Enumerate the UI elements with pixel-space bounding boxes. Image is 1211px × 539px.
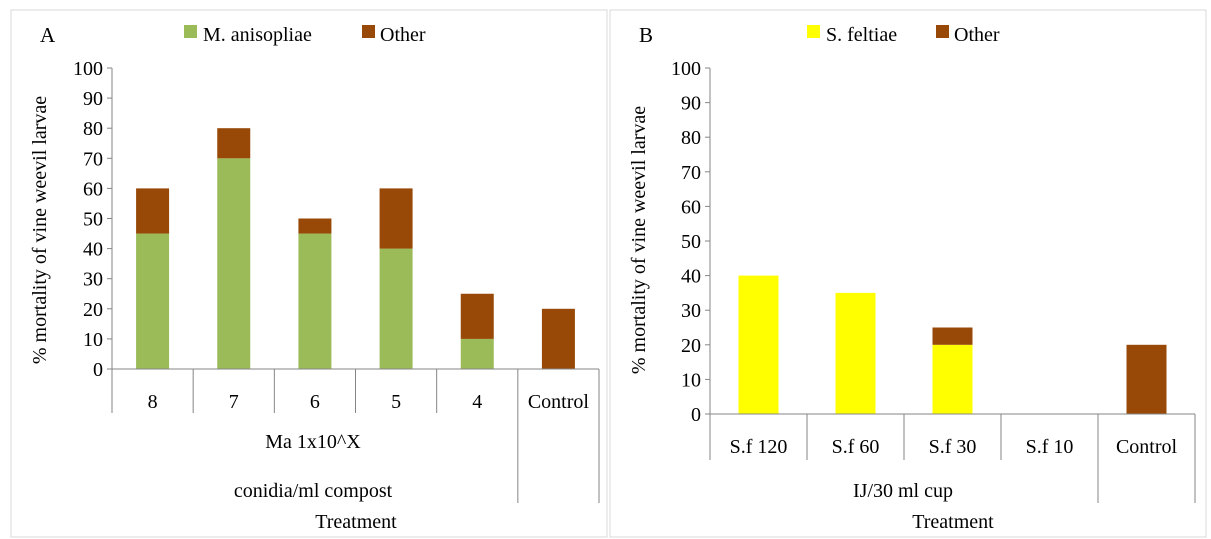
panel-b-bar-s-feltiae-s-f-60 bbox=[835, 292, 876, 414]
panel-a-category-label-control: Control bbox=[528, 391, 590, 413]
panel-b-bar-s-feltiae-s-f-120 bbox=[738, 275, 779, 414]
panel-a-y-tick-label-10: 10 bbox=[83, 329, 103, 351]
panel-a-bar-m-anisopliae-4 bbox=[460, 338, 494, 369]
panel-a-y-tick-label-30: 30 bbox=[83, 269, 103, 291]
panel-a-bar-other-4 bbox=[460, 293, 494, 339]
panel-b-bar-other-s-f-30 bbox=[932, 327, 973, 345]
panel-a-bar-m-anisopliae-8 bbox=[136, 233, 170, 369]
panel-b-bar-s-feltiae-s-f-30 bbox=[932, 344, 973, 414]
panel-a-bar-other-control bbox=[541, 308, 575, 369]
panel-a-group-label-1: Ma 1x10^X bbox=[265, 431, 361, 453]
panel-b-y-tick-label-40: 40 bbox=[681, 266, 701, 288]
panel-a-border bbox=[10, 9, 608, 538]
panel-b-y-tick-label-0: 0 bbox=[691, 404, 701, 426]
panel-a-y-tick-label-50: 50 bbox=[83, 209, 103, 231]
panel-a-y-tick-label-70: 70 bbox=[83, 148, 103, 170]
panel-b-legend: S. feltiae Other bbox=[807, 24, 1000, 46]
panel-b-category-label-s-f-60: S.f 60 bbox=[832, 436, 880, 458]
panel-b-group-label-1: IJ/30 ml cup bbox=[853, 480, 953, 502]
panel-a-category-label-5: 5 bbox=[391, 391, 401, 413]
panel-a-y-tick-label-40: 40 bbox=[83, 239, 103, 261]
panel-b-border bbox=[609, 9, 1207, 538]
panel-b-y-tick-label-10: 10 bbox=[681, 369, 701, 391]
panel-b-category-label-control: Control bbox=[1116, 436, 1178, 458]
legend-label-other-a: Other bbox=[380, 24, 426, 46]
panel-a-y-tick-label-100: 100 bbox=[73, 58, 103, 80]
panel-a-group-label-2: conidia/ml compost bbox=[234, 480, 393, 502]
panel-b-y-tick-label-70: 70 bbox=[681, 162, 701, 184]
panel-a-legend: M. anisopliae Other bbox=[184, 24, 426, 46]
panel-a-bar-other-6 bbox=[298, 218, 332, 234]
panel-b-y-tick-label-30: 30 bbox=[681, 300, 701, 322]
panel-b-y-tick-label-80: 80 bbox=[681, 127, 701, 149]
panel-a-category-label-4: 4 bbox=[472, 391, 482, 413]
panel-b-y-axis-label: % mortality of vine weevil larvae bbox=[628, 106, 650, 374]
panel-b-category-label-s-f-30: S.f 30 bbox=[929, 436, 977, 458]
panel-b-category-label-s-f-120: S.f 120 bbox=[730, 436, 788, 458]
panel-a-bar-m-anisopliae-5 bbox=[379, 248, 413, 369]
legend-label-other-b: Other bbox=[954, 24, 1000, 46]
panel-b-category-label-s-f-10: S.f 10 bbox=[1026, 436, 1074, 458]
panel-b-x-axis-label: Treatment bbox=[912, 511, 994, 533]
panel-a-category-label-8: 8 bbox=[148, 391, 158, 413]
panel-b-bar-other-control bbox=[1126, 344, 1167, 414]
panel-a-bar-m-anisopliae-6 bbox=[298, 233, 332, 369]
panel-b-chart: B % mortality of vine weevil larvae Trea… bbox=[609, 9, 1207, 538]
panel-a-y-tick-label-60: 60 bbox=[83, 178, 103, 200]
panel-b-y-tick-label-100: 100 bbox=[671, 58, 701, 80]
panel-b-y-tick-label-20: 20 bbox=[681, 335, 701, 357]
panel-a-y-tick-label-0: 0 bbox=[93, 359, 103, 381]
panel-b-y-tick-label-90: 90 bbox=[681, 93, 701, 115]
panel-a-chart: A % mortality of vine weevil larvae Trea… bbox=[10, 9, 608, 538]
panel-a-y-tick-label-90: 90 bbox=[83, 88, 103, 110]
panel-a-label: A bbox=[40, 23, 56, 47]
legend-swatch-s-feltiae bbox=[807, 25, 820, 38]
panel-b-label: B bbox=[639, 23, 653, 47]
panel-a-y-tick-label-20: 20 bbox=[83, 299, 103, 321]
panel-b-y-tick-label-50: 50 bbox=[681, 231, 701, 253]
panel-a-bar-other-5 bbox=[379, 188, 413, 249]
panel-a-x-axis-label: Treatment bbox=[315, 511, 397, 533]
legend-label-s-feltiae: S. feltiae bbox=[826, 24, 897, 46]
panel-a-bar-other-7 bbox=[217, 128, 251, 159]
legend-label-m-anisopliae: M. anisopliae bbox=[203, 24, 312, 46]
legend-swatch-other-a bbox=[362, 25, 375, 38]
panel-b-y-tick-label-60: 60 bbox=[681, 196, 701, 218]
panel-a-bar-other-8 bbox=[136, 188, 170, 234]
panel-a-y-tick-label-80: 80 bbox=[83, 118, 103, 140]
panel-a-category-label-7: 7 bbox=[229, 391, 239, 413]
panel-a-category-label-6: 6 bbox=[310, 391, 320, 413]
panel-a-bar-m-anisopliae-7 bbox=[217, 158, 251, 369]
legend-swatch-m-anisopliae bbox=[184, 25, 197, 38]
legend-swatch-other-b bbox=[936, 25, 949, 38]
panel-a-y-axis-label: % mortality of vine weevil larvae bbox=[29, 96, 51, 364]
